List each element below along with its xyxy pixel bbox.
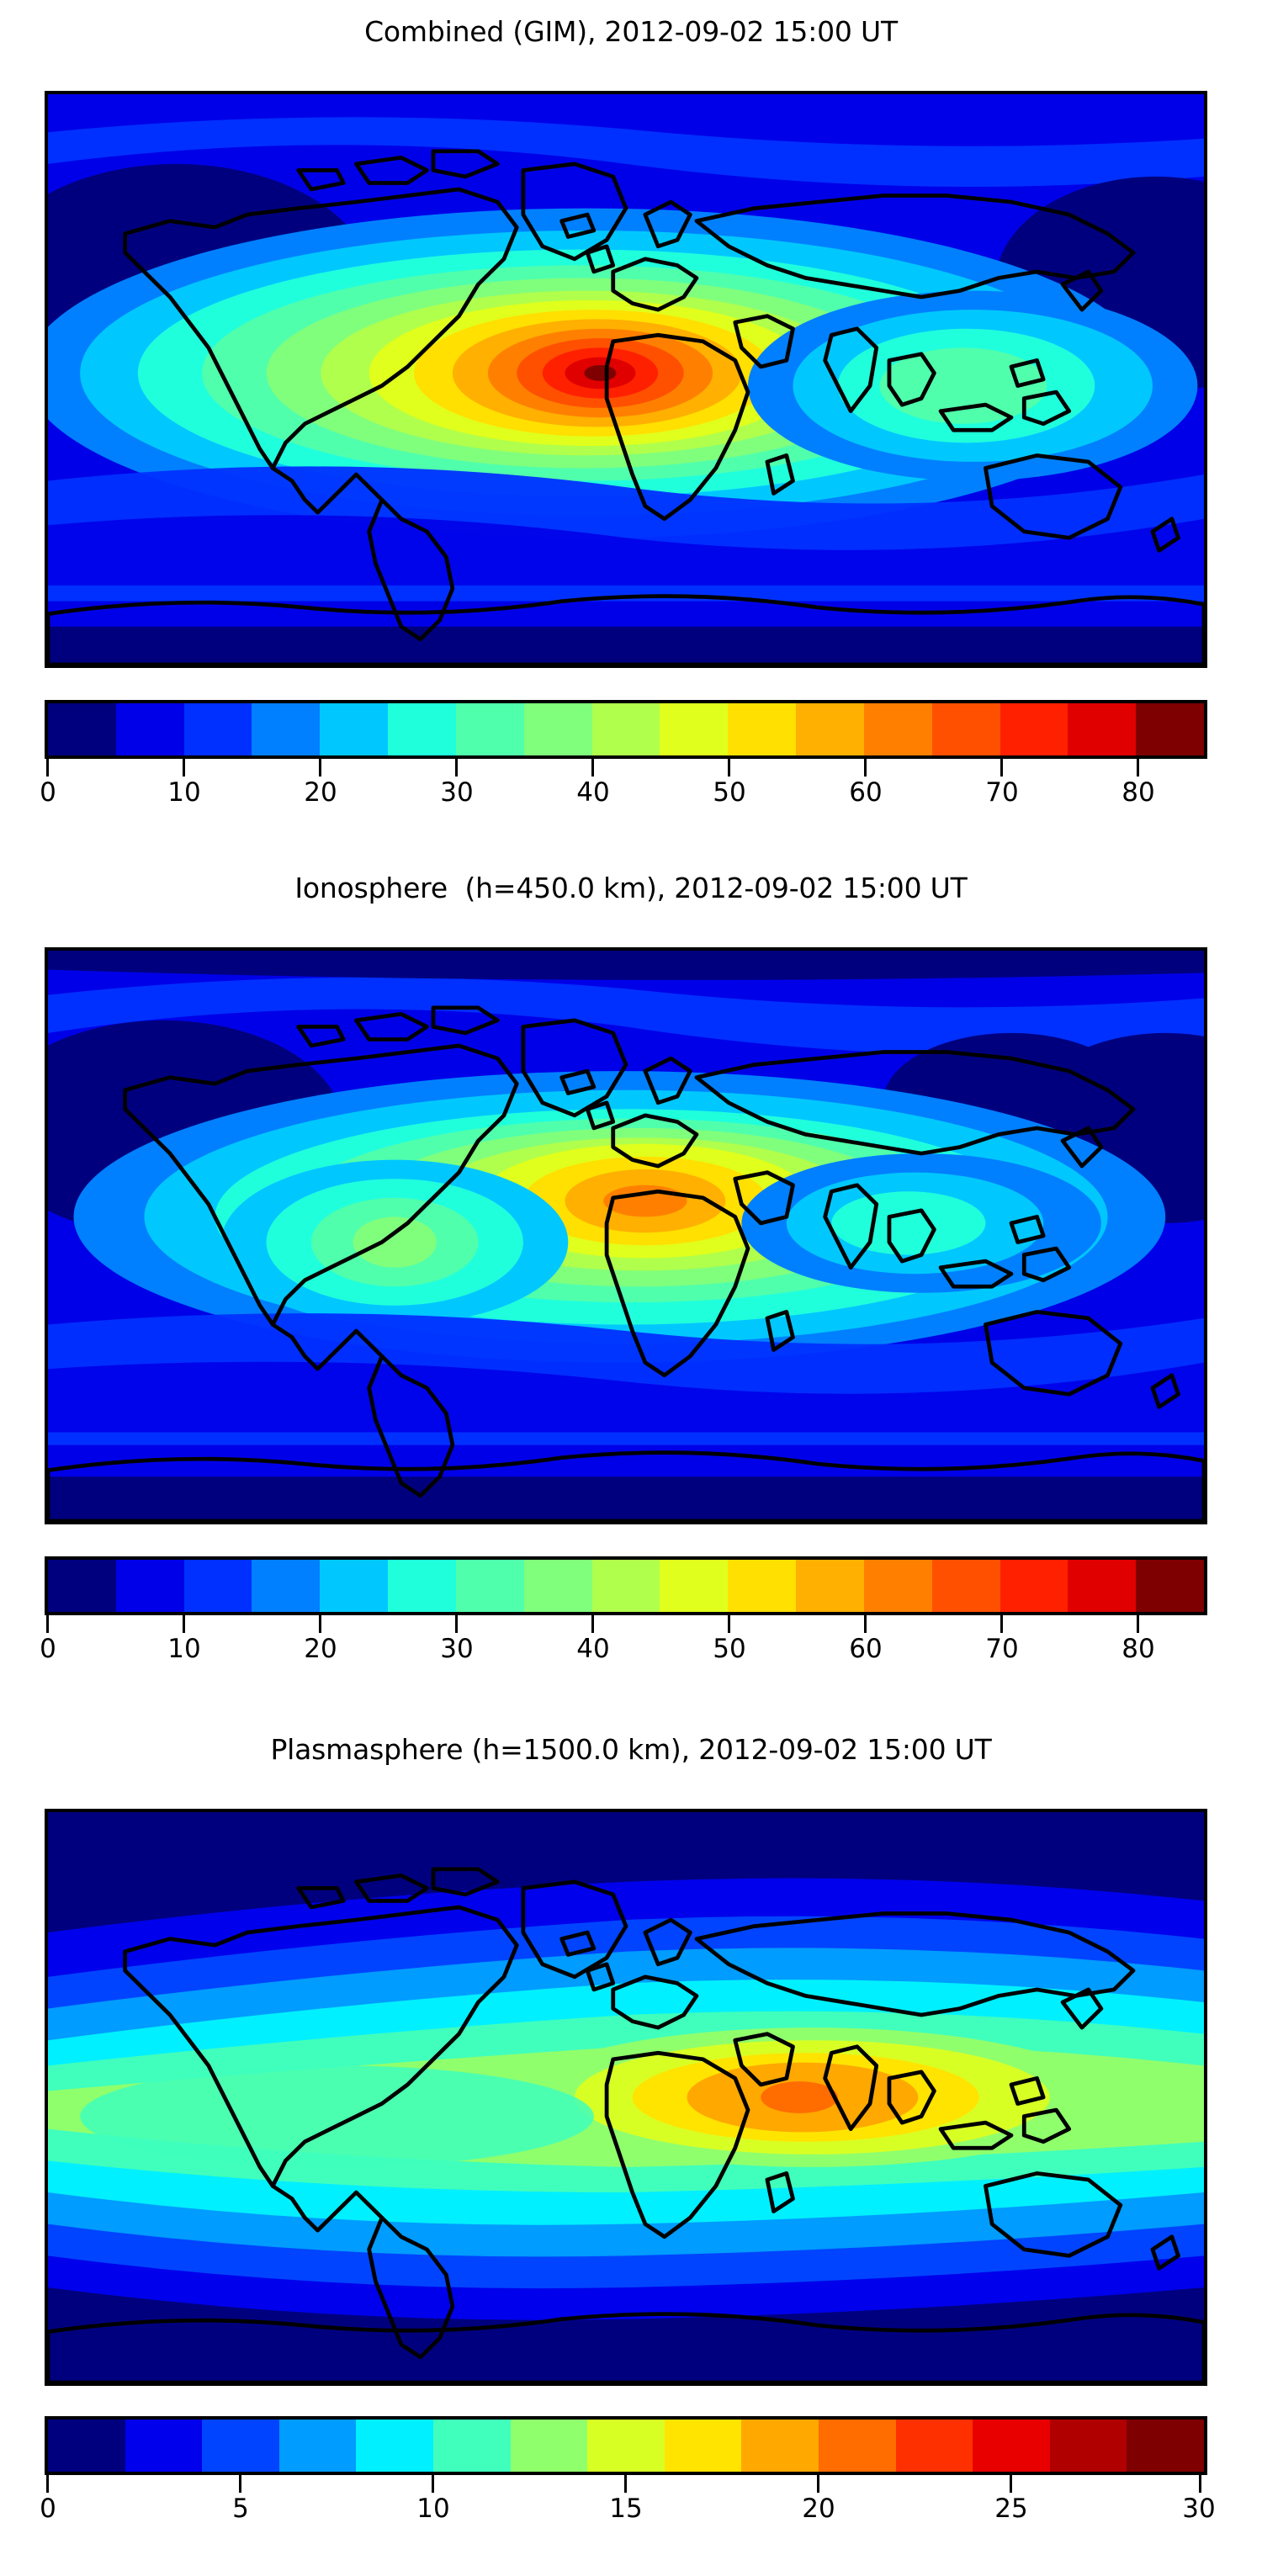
cbar-band (728, 1560, 797, 1612)
cbar-tick-label: 10 (416, 2494, 450, 2524)
cbar-band (660, 703, 729, 755)
cbar-band (660, 1560, 729, 1612)
colorbar-ticks-ionosphere: 0 10 20 30 40 50 60 70 80 (40, 1615, 1201, 1716)
panel-title-plasmasphere: Plasmasphere (h=1500.0 km), 2012-09-02 1… (270, 1733, 992, 1766)
cbar-tick-label: 25 (994, 2494, 1028, 2524)
map-canvas-ionosphere (48, 951, 1204, 1521)
cbar-band (455, 1560, 524, 1612)
map-canvas-combined (48, 94, 1204, 665)
panel-title-combined: Combined (GIM), 2012-09-02 15:00 UT (364, 15, 898, 48)
colorbar-gradient-combined (45, 700, 1207, 759)
colorbar-combined: 0 10 20 30 40 50 60 70 80 (40, 700, 1207, 808)
cbar-tick-label: 60 (849, 1634, 883, 1664)
cbar-band (388, 703, 456, 755)
cbar-band (863, 703, 932, 755)
cbar-band (432, 2420, 511, 2472)
cbar-band (183, 703, 252, 755)
panel-title-ionosphere: Ionosphere (h=450.0 km), 2012-09-02 15:0… (294, 872, 968, 904)
cbar-tick-label: 40 (576, 1634, 610, 1664)
map-ionosphere (45, 947, 1207, 1524)
cbar-tick-label: 30 (1182, 2494, 1216, 2524)
cbar-band (455, 703, 524, 755)
figure-canvas: Combined (GIM), 2012-09-02 15:00 UT (0, 0, 1262, 2524)
cbar-band (1068, 703, 1137, 755)
cbar-tick-label: 70 (985, 1634, 1019, 1664)
cbar-band (591, 1560, 660, 1612)
panel-combined-gim: Combined (GIM), 2012-09-02 15:00 UT (0, 0, 1262, 841)
cbar-band (48, 2420, 125, 2472)
coastlines (48, 1005, 1204, 1521)
cbar-band (252, 703, 321, 755)
cbar-band (973, 2420, 1050, 2472)
cbar-band (591, 703, 660, 755)
cbar-band (1136, 1560, 1204, 1612)
cbar-band (587, 2420, 665, 2472)
cbar-band (741, 2420, 819, 2472)
cbar-band (125, 2420, 203, 2472)
cbar-tick-label: 80 (1121, 777, 1155, 808)
cbar-band (931, 703, 1000, 755)
cbar-band (818, 2420, 896, 2472)
cbar-band (356, 2420, 433, 2472)
map-plasmasphere (45, 1809, 1207, 2386)
cbar-band (48, 703, 116, 755)
cbar-band (252, 1560, 321, 1612)
cbar-tick-label: 10 (167, 777, 201, 808)
cbar-band (1000, 1560, 1068, 1612)
cbar-tick-label: 0 (40, 2494, 56, 2524)
cbar-tick-label: 10 (167, 1634, 201, 1664)
cbar-band (183, 1560, 252, 1612)
cbar-band (510, 2420, 588, 2472)
cbar-tick-label: 30 (440, 777, 474, 808)
colorbar-ionosphere: 0 10 20 30 40 50 60 70 80 (40, 1556, 1207, 1664)
cbar-band (320, 703, 389, 755)
map-combined-gim (45, 91, 1207, 668)
cbar-band (1127, 2420, 1204, 2472)
colorbar-plasmasphere: 0 5 10 15 20 25 30 (40, 2416, 1216, 2524)
cbar-tick-label: 40 (576, 777, 610, 808)
cbar-band (895, 2420, 973, 2472)
cbar-band (48, 1560, 116, 1612)
cbar-tick-label: 20 (304, 1634, 337, 1664)
cbar-band (728, 703, 797, 755)
cbar-tick-label: 15 (609, 2494, 643, 2524)
cbar-tick-label: 50 (713, 777, 746, 808)
cbar-band (1136, 703, 1204, 755)
cbar-tick-label: 30 (440, 1634, 474, 1664)
cbar-band (931, 1560, 1000, 1612)
coastlines (48, 149, 1204, 665)
cbar-band (523, 1560, 592, 1612)
map-canvas-plasmasphere (48, 1812, 1204, 2383)
panel-plasmasphere: Plasmasphere (h=1500.0 km), 2012-09-02 1… (0, 1708, 1262, 2524)
cbar-tick-label: 0 (40, 777, 56, 808)
cbar-tick-label: 20 (802, 2494, 835, 2524)
cbar-tick-label: 60 (849, 777, 883, 808)
cbar-band (863, 1560, 932, 1612)
cbar-band (278, 2420, 357, 2472)
cbar-band (664, 2420, 742, 2472)
cbar-tick-label: 0 (40, 1634, 56, 1664)
cbar-band (1068, 1560, 1137, 1612)
cbar-tick-label: 20 (304, 777, 337, 808)
cbar-band (796, 1560, 864, 1612)
cbar-band (1049, 2420, 1127, 2472)
cbar-band (523, 703, 592, 755)
cbar-band (115, 1560, 184, 1612)
cbar-tick-label: 80 (1121, 1634, 1155, 1664)
cbar-band (320, 1560, 389, 1612)
cbar-band (388, 1560, 456, 1612)
cbar-tick-label: 5 (232, 2494, 249, 2524)
panel-ionosphere: Ionosphere (h=450.0 km), 2012-09-02 15:0… (0, 841, 1262, 1708)
cbar-tick-label: 70 (985, 777, 1019, 808)
coastlines (48, 1867, 1204, 2383)
cbar-band (1000, 703, 1068, 755)
cbar-band (115, 703, 184, 755)
colorbar-gradient-ionosphere (45, 1556, 1207, 1615)
cbar-band (796, 703, 864, 755)
colorbar-ticks-plasmasphere: 0 5 10 15 20 25 30 (40, 2475, 1216, 2576)
cbar-tick-label: 50 (713, 1634, 746, 1664)
colorbar-gradient-plasmasphere (45, 2416, 1207, 2475)
cbar-band (202, 2420, 279, 2472)
